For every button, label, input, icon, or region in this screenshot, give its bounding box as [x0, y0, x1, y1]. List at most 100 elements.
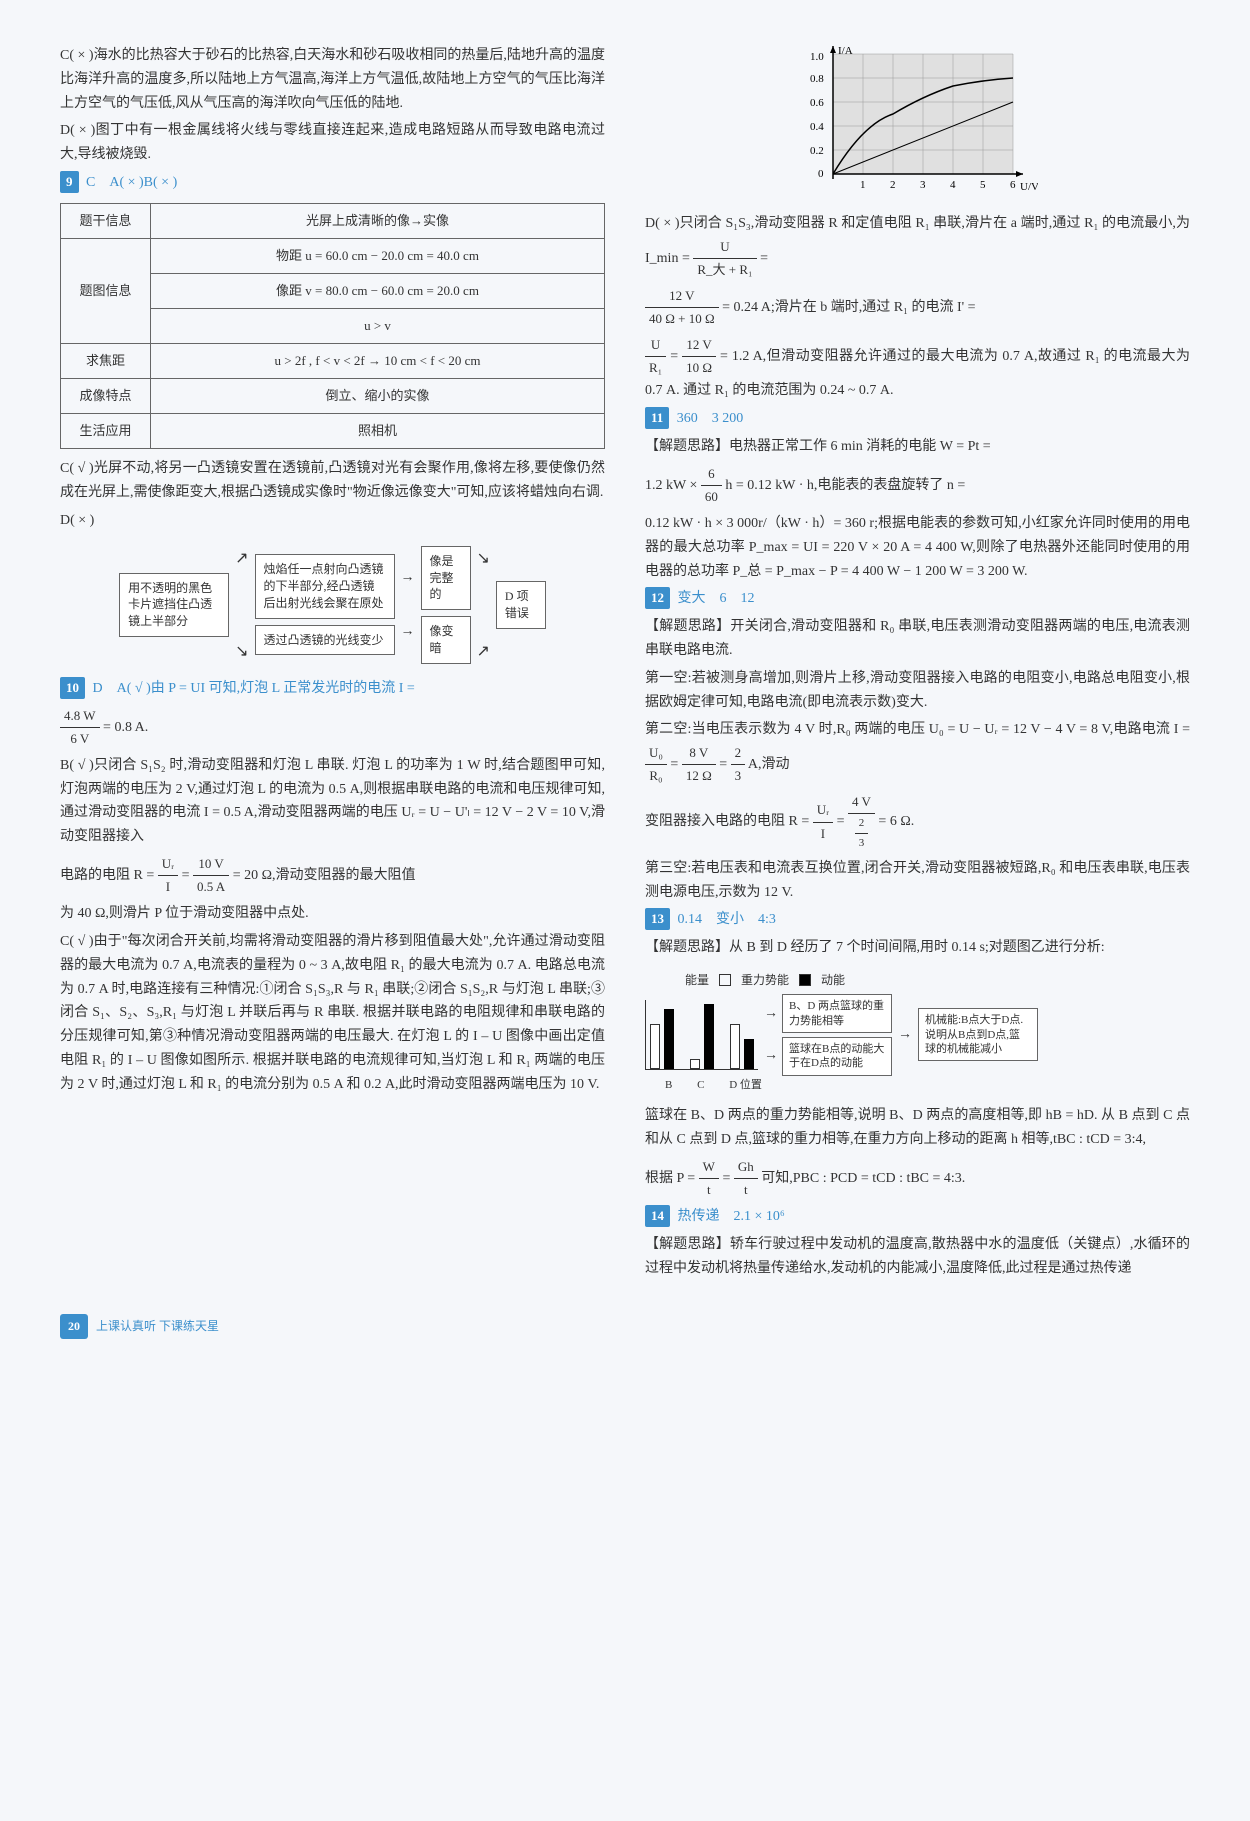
text-block: 第二空:当电压表示数为 4 V 时,R₀ 两端的电压 U₀ = U − Uᵣ =… — [645, 718, 1190, 787]
text-block: UR₁ = 12 V10 Ω = 1.2 A,但滑动变阻器允许通过的最大电流为 … — [645, 334, 1190, 403]
answer-text: 变大 6 12 — [678, 591, 755, 606]
cell: 成像特点 — [61, 379, 151, 414]
svg-text:5: 5 — [980, 179, 986, 191]
text-block: C( √ )光屏不动,将另一凸透镜安置在透镜前,凸透镜对光有会聚作用,像将左移,… — [60, 457, 605, 505]
diagram-box: 像变暗 — [421, 616, 471, 664]
svg-text:0.4: 0.4 — [810, 121, 824, 133]
cell: 光屏上成清晰的像→实像 — [151, 203, 605, 238]
text-block: B( √ )只闭合 S₁S₂ 时,滑动变阻器和灯泡 L 串联. 灯泡 L 的功率… — [60, 754, 605, 849]
svg-text:1: 1 — [860, 179, 866, 191]
question-number: 9 — [60, 171, 79, 193]
cell: 照相机 — [151, 414, 605, 449]
answer-text: 0.14 变小 4:3 — [678, 912, 776, 927]
text-block: 【解题思路】开关闭合,滑动变阻器和 R₀ 串联,电压表测滑动变阻器两端的电压,电… — [645, 615, 1190, 663]
table-row: 题干信息 光屏上成清晰的像→实像 — [61, 203, 605, 238]
question-number: 12 — [645, 587, 670, 609]
legend-swatch — [799, 974, 811, 986]
text-block: 1.2 kW × 660 h = 0.12 kW · h,电能表的表盘旋转了 n… — [645, 463, 1190, 508]
text-block: 篮球在 B、D 两点的重力势能相等,说明 B、D 两点的高度相等,即 hB = … — [645, 1104, 1190, 1152]
left-column: C( × )海水的比热容大于砂石的比热容,白天海水和砂石吸收相同的热量后,陆地升… — [60, 40, 605, 1284]
diagram-box: 透过凸透镜的光线变少 — [255, 625, 395, 656]
text-block: C( √ )由于"每次闭合开关前,均需将滑动变阻器的滑片移到阻值最大处",允许通… — [60, 930, 605, 1097]
text-block: C( × )海水的比热容大于砂石的比热容,白天海水和砂石吸收相同的热量后,陆地升… — [60, 44, 605, 115]
text-block: 【解题思路】轿车行驶过程中发动机的温度高,散热器中水的温度低（关键点）,水循环的… — [645, 1233, 1190, 1281]
xlabel: U/V — [1020, 181, 1038, 193]
text-block: 【解题思路】从 B 到 D 经历了 7 个时间间隔,用时 0.14 s;对题图乙… — [645, 936, 1190, 960]
answer-text: 360 3 200 — [677, 411, 744, 426]
text-block: 12 V40 Ω + 10 Ω = 0.24 A;滑片在 b 端时,通过 R₁ … — [645, 285, 1190, 330]
table-row: 求焦距 u > 2f , f < v < 2f → 10 cm < f < 20… — [61, 344, 605, 379]
cell: u > v — [151, 309, 605, 344]
cell: 像距 v = 80.0 cm − 60.0 cm = 20.0 cm — [151, 273, 605, 308]
text-block: D( × )图丁中有一根金属线将火线与零线直接连起来,造成电路短路从而导致电路电… — [60, 119, 605, 167]
arrow-icon: ↗↘ — [235, 545, 248, 665]
ylabel: I/A — [838, 45, 853, 57]
ylabel: 能量 — [685, 970, 709, 990]
bar-chart — [645, 1000, 758, 1070]
footer-tag: 上课认真听 下课练天星 — [96, 1316, 219, 1336]
svg-text:2: 2 — [890, 179, 896, 191]
cell: u > 2f , f < v < 2f → 10 cm < f < 20 cm — [151, 344, 605, 379]
question-number: 11 — [645, 407, 669, 429]
table-row: 成像特点 倒立、缩小的实像 — [61, 379, 605, 414]
text-block: 电路的电阻 R = UᵣI = 10 V0.5 A = 20 Ω,滑动变阻器的最… — [60, 853, 605, 898]
q14-heading: 14 热传递 2.1 × 10⁶ — [645, 1205, 1190, 1229]
cell: 题图信息 — [61, 238, 151, 343]
table-row: 题图信息 物距 u = 60.0 cm − 20.0 cm = 40.0 cm — [61, 238, 605, 273]
iv-chart: 0 0.2 0.4 0.6 0.8 1.0 1 2 3 4 5 6 U/V I/… — [798, 44, 1038, 204]
flow-diagram: 用不透明的黑色卡片遮挡住凸透镜上半部分 ↗↘ 烛焰任一点射向凸透镜的下半部分,经… — [60, 545, 605, 665]
text-block: 0.12 kW · h × 3 000r/（kW · h）= 360 r;根据电… — [645, 512, 1190, 583]
tick: 0 — [818, 168, 824, 180]
cell: 倒立、缩小的实像 — [151, 379, 605, 414]
right-column: 0 0.2 0.4 0.6 0.8 1.0 1 2 3 4 5 6 U/V I/… — [645, 40, 1190, 1284]
answer-text: 热传递 2.1 × 10⁶ — [678, 1209, 785, 1224]
arrow-icon: → — [401, 566, 415, 590]
diagram-box: 篮球在B点的动能大于在D点的动能 — [782, 1037, 892, 1076]
q13-heading: 13 0.14 变小 4:3 — [645, 908, 1190, 932]
arrow-icon: → — [764, 1044, 778, 1068]
svg-text:6: 6 — [1010, 179, 1016, 191]
arrow-icon: → — [898, 1023, 912, 1047]
answer-text: D A( √ )由 P = UI 可知,灯泡 L 正常发光时的电流 I = — [93, 681, 415, 696]
text-block: 【解题思路】电热器正常工作 6 min 消耗的电能 W = Pt = — [645, 435, 1190, 459]
question-number: 13 — [645, 908, 670, 930]
diagram-box: 烛焰任一点射向凸透镜的下半部分,经凸透镜后出射光线会聚在原处 — [255, 554, 395, 618]
energy-diagram: 能量 重力势能 动能 → B、D 两点篮球的重力势能相等 — [645, 970, 1190, 1094]
table-row: 生活应用 照相机 — [61, 414, 605, 449]
page-number: 20 — [60, 1314, 88, 1338]
cell: 生活应用 — [61, 414, 151, 449]
question-number: 14 — [645, 1205, 670, 1227]
answer-text: C A( × )B( × ) — [86, 175, 177, 190]
question-number: 10 — [60, 677, 85, 699]
svg-text:0.6: 0.6 — [810, 97, 824, 109]
q11-heading: 11 360 3 200 — [645, 407, 1190, 431]
svg-text:3: 3 — [920, 179, 926, 191]
text-block: D( × ) — [60, 509, 605, 533]
legend: 能量 重力势能 动能 — [685, 970, 1190, 990]
svg-text:1.0: 1.0 — [810, 51, 824, 63]
text-block: 4.8 W6 V = 0.8 A. — [60, 705, 605, 750]
q10-heading: 10 D A( √ )由 P = UI 可知,灯泡 L 正常发光时的电流 I = — [60, 677, 605, 701]
svg-text:4: 4 — [950, 179, 956, 191]
xlabel: 位置 — [740, 1079, 762, 1091]
text-block: 根据 P = Wt = Ght 可知,PBC : PCD = tCD : tBC… — [645, 1156, 1190, 1201]
arrow-icon: → — [401, 620, 415, 644]
arrow-icon: → — [764, 1002, 778, 1026]
legend-swatch — [719, 974, 731, 986]
text-block: 为 40 Ω,则滑片 P 位于滑动变阻器中点处. — [60, 902, 605, 926]
text-block: 第一空:若被测身高增加,则滑片上移,滑动变阻器接入电路的电阻变小,电路总电阻变小… — [645, 667, 1190, 715]
cell: 物距 u = 60.0 cm − 20.0 cm = 40.0 cm — [151, 238, 605, 273]
cell: 求焦距 — [61, 344, 151, 379]
diagram-box: 机械能:B点大于D点. 说明从B点到D点,篮球的机械能减小 — [918, 1008, 1038, 1061]
q9-heading: 9 C A( × )B( × ) — [60, 171, 605, 195]
text-block: D( × )只闭合 S₁S₃,滑动变阻器 R 和定值电阻 R₁ 串联,滑片在 a… — [645, 212, 1190, 281]
arrow-icon: ↘↗ — [477, 545, 490, 665]
page-footer: 20 上课认真听 下课练天星 — [60, 1314, 1190, 1338]
cell: 题干信息 — [61, 203, 151, 238]
svg-text:0.8: 0.8 — [810, 73, 824, 85]
diagram-box: 用不透明的黑色卡片遮挡住凸透镜上半部分 — [119, 573, 229, 637]
diagram-box: D 项错误 — [496, 581, 546, 629]
text-block: 变阻器接入电路的电阻 R = UᵣI = 4 V23 = 6 Ω. — [645, 791, 1190, 852]
text-block: 第三空:若电压表和电流表互换位置,闭合开关,滑动变阻器被短路,R₀ 和电压表串联… — [645, 857, 1190, 905]
diagram-box: B、D 两点篮球的重力势能相等 — [782, 994, 892, 1033]
